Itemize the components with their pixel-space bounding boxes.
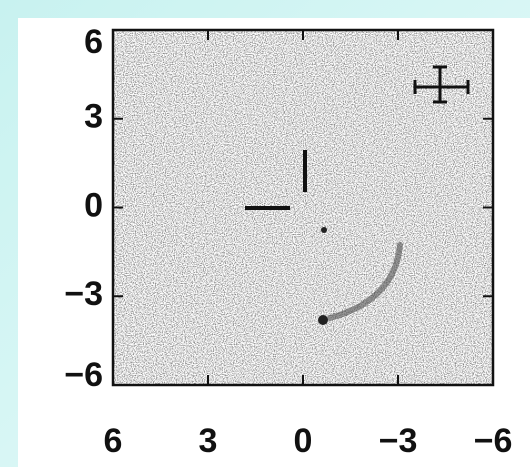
arc-feature bbox=[327, 242, 403, 321]
x-tick-label: −6 bbox=[474, 422, 513, 460]
image-noise bbox=[113, 30, 493, 385]
blob bbox=[318, 315, 328, 325]
x-tick-label: 3 bbox=[199, 422, 218, 460]
y-tick-label: −6 bbox=[64, 356, 103, 394]
x-tick-label: 0 bbox=[294, 422, 313, 460]
x-tick-label: −3 bbox=[379, 422, 418, 460]
y-tick-label: −3 bbox=[64, 275, 103, 313]
y-tick-label: 6 bbox=[84, 23, 103, 61]
blob bbox=[321, 227, 327, 233]
error-cross bbox=[413, 65, 470, 104]
y-tick-label: 3 bbox=[84, 98, 103, 136]
y-tick-label: 0 bbox=[84, 186, 103, 224]
x-tick-label: 6 bbox=[104, 422, 123, 460]
